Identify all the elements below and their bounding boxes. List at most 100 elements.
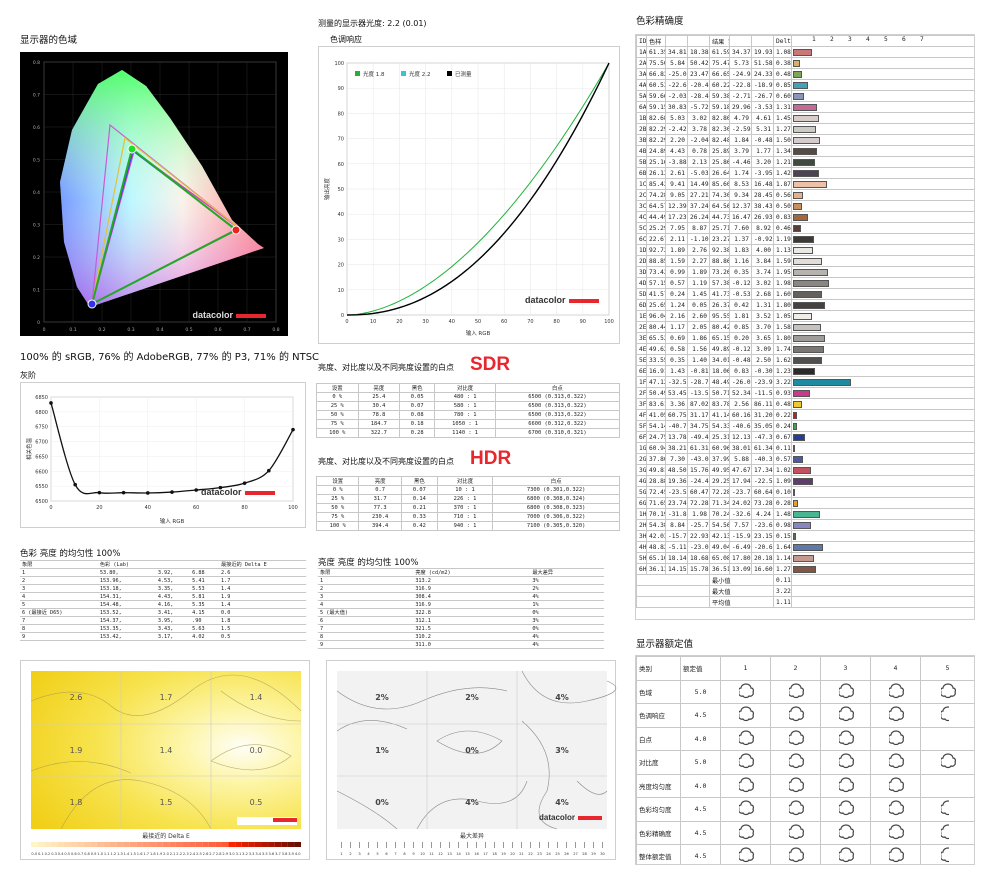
lum-uniformity-table: 象限 亮度 (cd/m2) 最大差异 1 313.2 3% 2 316.9 2% 3 308.4 4%…	[318, 568, 604, 649]
accuracy-cell: 7.57	[729, 519, 752, 531]
table-cell: 3%	[530, 616, 604, 625]
accuracy-cell: 2.27	[687, 255, 710, 267]
table-cell: 3.17,	[155, 632, 191, 641]
accuracy-cell: 3.74	[751, 266, 774, 278]
table-cell: 6500 (0.313,0.322)	[494, 392, 621, 402]
accuracy-bar	[793, 103, 817, 111]
scale-tick: 2.1	[170, 852, 176, 856]
accuracy-cell: 83.61	[646, 398, 666, 410]
accuracy-bar-cell	[791, 376, 974, 388]
gamma-measured: 测量的显示器光度: 2.2 (0.01)	[318, 19, 427, 28]
accuracy-title: 色彩精确度	[636, 16, 684, 27]
accuracy-cell: -15.95	[729, 530, 752, 542]
accuracy-cell: -15.78	[665, 530, 688, 542]
gamut-y-tick: 0.8	[33, 60, 40, 66]
accuracy-bar	[793, 334, 826, 342]
uniformity-quadrant-label: 0.5	[250, 798, 263, 807]
accuracy-cell: 1.59	[665, 255, 688, 267]
accuracy-axis-tick: 2	[830, 36, 834, 44]
table-cell: 3.35,	[155, 584, 191, 593]
accuracy-bar-cell	[791, 321, 974, 333]
accuracy-cell: 42.03	[646, 530, 666, 542]
accuracy-cell: 0.69	[665, 332, 688, 344]
rating-row: 白点 4.0	[636, 726, 974, 751]
accuracy-bar	[793, 125, 816, 133]
tone-x-tick: 70	[527, 319, 533, 325]
accuracy-cell: 87.02	[687, 398, 710, 410]
accuracy-cell: 23.74	[665, 497, 688, 509]
accuracy-cell: 41.57	[646, 288, 666, 300]
tone-x-tick: 100	[604, 319, 614, 325]
accuracy-bar-cell	[791, 222, 974, 234]
accuracy-axis-tick: 3	[848, 36, 852, 44]
accuracy-cell: 5.03	[665, 112, 688, 124]
scale-swatch	[70, 842, 78, 847]
accuracy-bar	[793, 202, 802, 210]
accuracy-bar-cell	[791, 365, 974, 377]
tone-x-label: 输入 RGB	[466, 329, 491, 337]
accuracy-cell: 6E	[636, 365, 647, 377]
color-uniformity-table: 象限 色彩 (Lab) 最接近的 Delta E 1 53.80, 3.92, 6.88 2.…	[20, 560, 306, 641]
accuracy-cell: 49.95	[709, 464, 730, 476]
gray-point	[97, 490, 102, 495]
rating-knob-cell	[920, 797, 974, 822]
accuracy-cell: 82.68	[646, 112, 666, 124]
table-cell: 7100 (0.305,0.320)	[492, 521, 620, 531]
table-cell: 5.35	[190, 600, 219, 609]
tone-y-tick: 80	[338, 111, 344, 117]
table-header-cell: 黑色	[399, 383, 436, 393]
color-uniformity-title: 色彩 亮度 的均匀性 100%	[20, 549, 121, 559]
gamut-y-tick: 0	[37, 320, 40, 326]
accuracy-cell: 1.74	[773, 343, 792, 355]
scale-tick: 3.2	[242, 852, 248, 856]
accuracy-cell: 25.16	[646, 156, 666, 168]
rating-knob-icon	[738, 706, 754, 722]
table-cell: 6.88	[190, 568, 219, 577]
uniformity-quadrant-label: 1.5	[160, 798, 173, 807]
table-cell: 0.08	[399, 410, 436, 420]
rating-knob-cell	[870, 750, 921, 775]
scale-swatch	[248, 842, 255, 847]
table-row: 25 % 30.4 0.07 580 : 1 6500 (0.313,0.322)	[316, 401, 621, 411]
accuracy-cell: 70.24	[709, 508, 730, 520]
accuracy-cell: 2.05	[687, 321, 710, 333]
rating-value: 5.0	[680, 750, 721, 775]
accuracy-cell: 0.98	[773, 519, 792, 531]
accuracy-cell: 1.74	[729, 167, 752, 179]
rating-knob-icon	[738, 824, 754, 839]
tone-y-tick: 60	[338, 162, 344, 168]
accuracy-cell: 37.99	[709, 453, 730, 465]
accuracy-cell: 60.64	[751, 486, 774, 498]
accuracy-cell: 0.42	[729, 299, 752, 311]
accuracy-cell: 54.56	[709, 519, 730, 531]
table-cell: 322.7	[357, 428, 401, 438]
scale-tick: 1.4	[124, 852, 130, 856]
scale-swatch	[123, 842, 130, 847]
accuracy-bar-cell	[791, 156, 974, 168]
accuracy-cell: -3.53	[751, 101, 774, 113]
scale-tick: 14	[456, 852, 461, 856]
accuracy-cell: -49.48	[687, 431, 710, 443]
table-row: 9 153.42, 3.17, 4.02 0.5	[20, 632, 306, 641]
scale-tick: 25	[555, 852, 560, 856]
gamut-y-tick: 0.1	[33, 288, 40, 294]
scale-swatch	[268, 842, 275, 847]
accuracy-cell: 18.14	[665, 552, 688, 564]
accuracy-cell: 60.22	[709, 79, 730, 91]
scale-swatch	[169, 842, 176, 847]
table-cell: 6700 (0.310,0.321)	[494, 428, 621, 438]
accuracy-bar	[793, 499, 799, 507]
accuracy-cell: 3.52	[751, 310, 774, 322]
tone-x-tick: 30	[422, 319, 428, 325]
accuracy-cell: 74.28	[646, 189, 666, 201]
accuracy-bar-cell	[791, 211, 974, 223]
accuracy-cell: 96.04	[646, 310, 666, 322]
accuracy-cell: 22.67	[646, 233, 666, 245]
scale-tick: 3.0	[229, 852, 235, 856]
